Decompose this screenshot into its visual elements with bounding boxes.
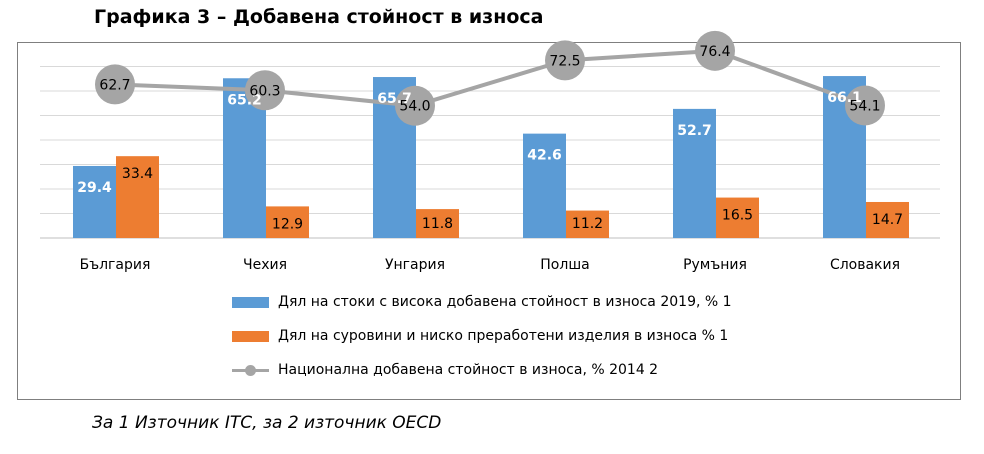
data-label-raw-materials: 14.7: [872, 212, 903, 228]
data-label-high-value: 29.4: [77, 180, 112, 196]
data-label-raw-materials: 33.4: [122, 166, 153, 182]
data-label-high-value: 65.2: [227, 92, 262, 108]
legend-item-national-value: Национална добавена стойност в износа, %…: [232, 360, 658, 380]
legend-label: Национална добавена стойност в износа, %…: [278, 362, 659, 378]
bar-raw-materials: [416, 209, 459, 238]
point-national-value: [845, 85, 885, 126]
legend-swatch-blue: [232, 296, 269, 308]
chart-frame: [17, 42, 961, 400]
data-label-raw-materials: 11.2: [572, 216, 603, 232]
data-label-raw-materials: 12.9: [272, 216, 303, 232]
bar-high-value: [673, 108, 716, 238]
legend-swatch-gray-line: [232, 364, 269, 376]
data-label-national-value: 76.4: [699, 44, 730, 60]
category-label: Унгария: [385, 257, 445, 273]
bar-raw-materials: [266, 206, 309, 238]
bar-high-value: [523, 133, 566, 238]
source-note: За 1 Източник ITC, за 2 източник OECD: [92, 413, 442, 433]
line-national-value: [114, 48, 866, 108]
category-label: България: [80, 257, 151, 273]
data-label-high-value: 65.7: [377, 91, 412, 107]
bar-raw-materials: [566, 210, 609, 238]
bar-raw-materials: [866, 201, 909, 238]
category-label: Полша: [540, 257, 589, 273]
chart-title: Графика 3 – Добавена стойност в износа: [94, 6, 544, 28]
bar-raw-materials: [716, 197, 759, 238]
point-national-value: [695, 30, 735, 71]
data-label-high-value: 66.1: [827, 90, 862, 106]
point-national-value: [545, 40, 585, 81]
category-label: Чехия: [243, 257, 287, 273]
data-label-high-value: 42.6: [527, 148, 562, 164]
data-label-national-value: 60.3: [249, 83, 280, 99]
category-label: Словакия: [830, 257, 900, 273]
legend-item-high-value: Дял на стоки с висока добавена стойност …: [232, 292, 732, 312]
data-label-national-value: 62.7: [99, 77, 130, 93]
legend-label: Дял на стоки с висока добавена стойност …: [278, 294, 732, 310]
legend-item-raw-materials: Дял на суровини и ниско преработени изде…: [232, 326, 728, 346]
data-label-national-value: 54.0: [399, 99, 430, 115]
legend-label: Дял на суровини и ниско преработени изде…: [278, 328, 729, 344]
data-label-national-value: 54.1: [849, 98, 880, 114]
legend-swatch-orange: [232, 330, 269, 342]
data-label-raw-materials: 11.8: [422, 216, 453, 232]
bar-raw-materials: [116, 156, 159, 238]
point-national-value: [395, 85, 435, 126]
category-label: Румъния: [683, 257, 747, 273]
data-label-raw-materials: 16.5: [722, 208, 753, 224]
data-label-high-value: 52.7: [677, 123, 712, 139]
data-label-national-value: 72.5: [549, 53, 580, 69]
point-national-value: [245, 70, 285, 111]
bar-high-value: [73, 165, 116, 238]
point-national-value: [95, 64, 135, 105]
